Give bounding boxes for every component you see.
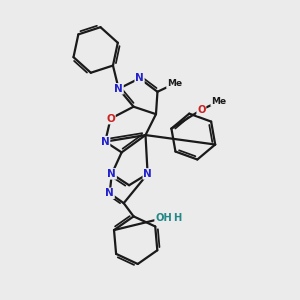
Text: N: N — [114, 84, 123, 94]
Text: Me: Me — [167, 79, 182, 88]
Text: O: O — [197, 105, 206, 115]
Text: OH: OH — [155, 213, 172, 223]
Text: N: N — [107, 169, 116, 179]
Text: N: N — [135, 73, 144, 83]
Text: Me: Me — [211, 97, 226, 106]
Text: N: N — [105, 188, 114, 198]
Text: O: O — [106, 114, 115, 124]
Text: N: N — [143, 169, 152, 179]
Text: H: H — [173, 213, 181, 223]
Text: N: N — [101, 136, 110, 147]
